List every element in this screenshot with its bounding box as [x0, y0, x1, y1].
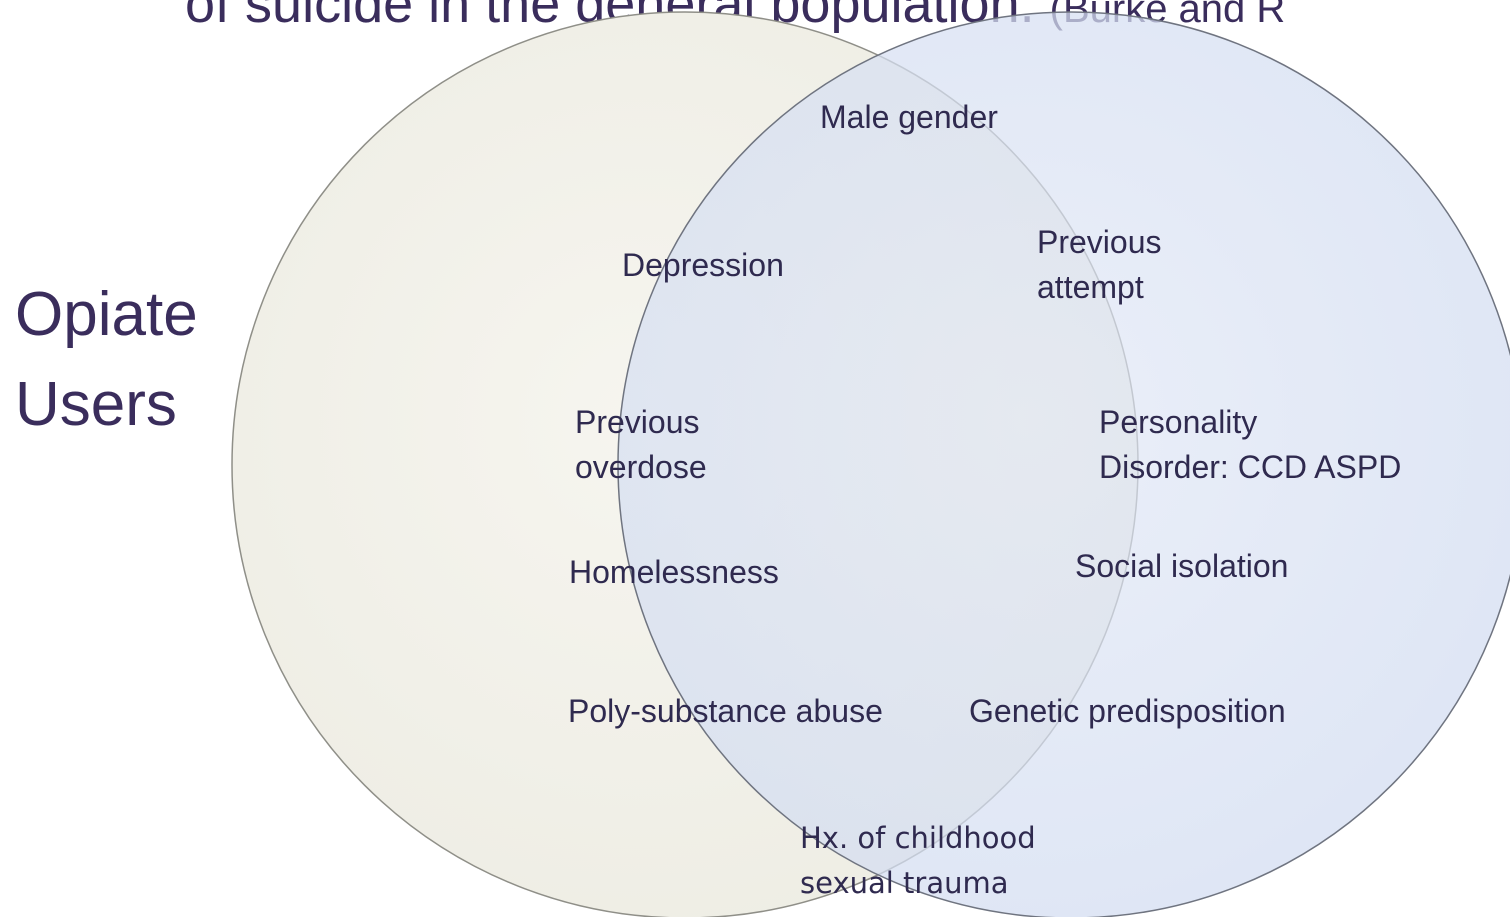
item-label: Depression [622, 247, 784, 283]
item-label: Homelessness [569, 554, 779, 590]
item-label: Poly-substance abuse [568, 693, 883, 729]
circle-general-population [617, 11, 1510, 917]
set-label: Opiate [15, 280, 198, 349]
item-label: Genetic predisposition [969, 693, 1286, 729]
item-label: Male gender [820, 99, 998, 135]
item-label: Personality [1099, 404, 1257, 440]
item-label: attempt [1037, 269, 1144, 305]
item-label: Disorder: CCD ASPD [1099, 449, 1401, 485]
item-label: Previous [575, 404, 700, 440]
item-label: Previous [1037, 224, 1162, 260]
set-label: Users [15, 370, 177, 439]
item-label: Hx. of childhood [800, 821, 1036, 855]
item-label: overdose [575, 449, 707, 485]
item-label: Social isolation [1075, 548, 1288, 584]
item-label: sexual trauma [800, 866, 1009, 900]
